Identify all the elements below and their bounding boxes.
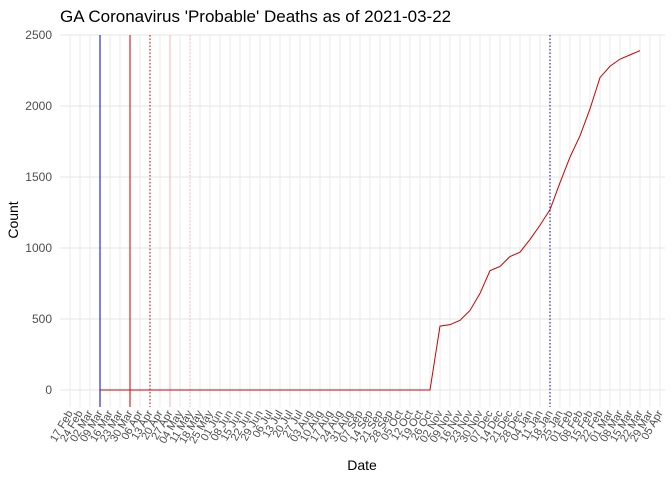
- y-tick-label: 1500: [25, 170, 52, 184]
- y-tick-label: 500: [32, 312, 52, 326]
- y-tick-label: 2500: [25, 28, 52, 42]
- y-tick-label: 2000: [25, 99, 52, 113]
- y-tick-label: 0: [45, 383, 52, 397]
- x-axis-title: Date: [347, 457, 377, 473]
- y-tick-label: 1000: [25, 241, 52, 255]
- data-line: [100, 50, 641, 391]
- chart-title: GA Coronavirus 'Probable' Deaths as of 2…: [60, 7, 451, 26]
- y-axis-title: Count: [5, 201, 21, 238]
